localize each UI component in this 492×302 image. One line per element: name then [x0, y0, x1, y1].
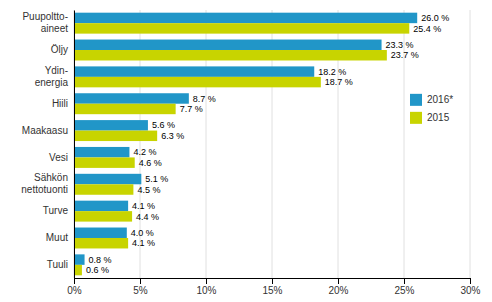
tick-label: Sähkön nettotuonti: [19, 172, 68, 195]
axis-line: [75, 279, 471, 285]
legend: 2016* 2015: [410, 94, 453, 124]
tick-label: 10%: [196, 285, 216, 296]
data-label: 4.6 %: [139, 158, 162, 168]
tick-mark: [140, 278, 141, 284]
tick-label: 0%: [67, 285, 82, 296]
data-label: 23.3 %: [386, 40, 414, 50]
tick-label: Puupoltto- aineet: [22, 11, 68, 34]
bar: [74, 174, 141, 184]
tick-label: Muut: [46, 232, 68, 243]
data-label: 4.1 %: [132, 238, 155, 248]
data-label: 23.7 %: [391, 50, 419, 60]
legend-swatch: [410, 112, 422, 124]
bar: [74, 228, 127, 238]
bar: [74, 104, 176, 114]
tick: 15%: [262, 278, 282, 296]
bar: [74, 23, 409, 33]
bar: [74, 201, 128, 211]
tick: Sähkön nettotuonti: [19, 172, 74, 195]
data-label: 6.3 %: [161, 131, 184, 141]
tick-label: Ydin- energia: [32, 65, 69, 88]
bar: [74, 131, 157, 141]
legend-label: 2016*: [427, 94, 453, 105]
tick-mark: [404, 278, 405, 284]
data-label: 4.0 %: [131, 228, 154, 238]
data-label: 0.6 %: [86, 265, 109, 275]
data-label: 4.5 %: [137, 185, 160, 195]
tick: 10%: [196, 278, 216, 296]
bar: [74, 13, 417, 23]
bar: [74, 238, 128, 248]
bar: [74, 184, 133, 194]
bar: [74, 254, 85, 264]
tick-mark: [338, 278, 339, 284]
x-axis: 0% 5% 10% 15% 20% 25% 30%: [67, 278, 480, 296]
tick-label: Vesi: [49, 152, 68, 163]
data-label: 18.2 %: [318, 67, 346, 77]
bar: [74, 120, 148, 130]
tick-label: 5%: [133, 285, 148, 296]
tick: Muut: [46, 232, 74, 243]
bars: [74, 13, 417, 276]
tick-mark: [74, 278, 75, 284]
tick: Tuuli: [47, 259, 74, 270]
data-label: 7.7 %: [180, 104, 203, 114]
tick: Turve: [43, 205, 74, 216]
tick: 25%: [394, 278, 414, 296]
axis-line: [74, 11, 75, 279]
tick-mark: [272, 278, 273, 284]
tick: Maakaasu: [22, 125, 74, 136]
legend-swatch: [410, 94, 422, 106]
tick: 0%: [67, 278, 82, 296]
tick-label: 20%: [328, 285, 348, 296]
bar: [74, 211, 132, 221]
bar: [74, 66, 314, 76]
tick-label: Turve: [43, 205, 69, 216]
plot: 26.0 %23.3 %18.2 %8.7 %5.6 %4.2 %5.1 %4.…: [19, 10, 481, 296]
data-label: 0.8 %: [89, 255, 112, 265]
bar: [74, 50, 387, 60]
legend-item: 2016*: [410, 94, 453, 106]
data-label: 4.2 %: [133, 147, 156, 157]
y-axis: Puupoltto- aineet Öljy Ydin- energia Hiili M…: [19, 11, 75, 279]
grid-line: [74, 10, 75, 278]
data-label: 25.4 %: [413, 24, 441, 34]
data-label: 4.1 %: [132, 201, 155, 211]
bar: [74, 157, 135, 167]
grid-line: [470, 10, 471, 278]
bar: [74, 93, 189, 103]
data-label: 4.4 %: [136, 212, 159, 222]
tick: Vesi: [49, 152, 74, 163]
data-label: 8.7 %: [193, 94, 216, 104]
tick-label: 15%: [262, 285, 282, 296]
tick-label: 30%: [460, 285, 480, 296]
tick: 20%: [328, 278, 348, 296]
tick: Ydin- energia: [32, 65, 74, 88]
tick: Öljy: [51, 44, 74, 55]
data-labels: 26.0 %23.3 %18.2 %8.7 %5.6 %4.2 %5.1 %4.…: [86, 13, 449, 275]
bar: [74, 265, 82, 275]
bar: [74, 77, 321, 87]
tick-label: Tuuli: [47, 259, 68, 270]
data-label: 18.7 %: [325, 77, 353, 87]
data-label: 26.0 %: [421, 13, 449, 23]
tick-label: 25%: [394, 285, 414, 296]
tick-label: Maakaasu: [22, 125, 68, 136]
tick-label: Hiili: [52, 98, 68, 109]
data-label: 5.6 %: [152, 120, 175, 130]
chart: 26.0 %23.3 %18.2 %8.7 %5.6 %4.2 %5.1 %4.…: [0, 0, 492, 302]
data-label: 5.1 %: [145, 174, 168, 184]
tick: Hiili: [52, 98, 74, 109]
tick: 30%: [460, 278, 480, 296]
bar: [74, 147, 129, 157]
grid: [74, 10, 470, 278]
tick-label: Öljy: [51, 44, 68, 55]
legend-label: 2015: [427, 112, 450, 123]
tick-mark: [470, 278, 471, 284]
legend-item: 2015: [410, 112, 450, 124]
bar: [74, 40, 382, 50]
tick-mark: [206, 278, 207, 284]
tick: 5%: [133, 278, 148, 296]
tick: Puupoltto- aineet: [22, 11, 74, 34]
